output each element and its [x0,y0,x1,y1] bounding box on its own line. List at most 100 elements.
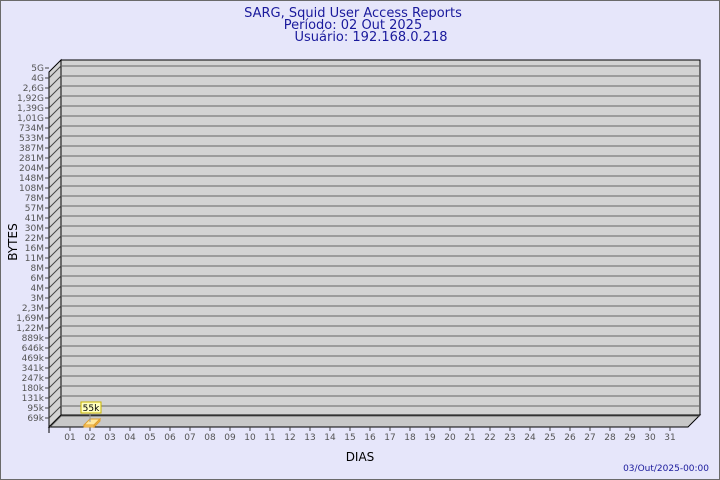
x-axis-label: DIAS [346,450,375,464]
y-tick-label: 734M [19,124,44,134]
y-tick-label: 387M [19,144,44,154]
y-tick-label: 341k [22,364,45,374]
x-tick-label: 09 [224,433,236,443]
grid-line-side [48,415,62,429]
grid-line-side [48,235,62,249]
grid-line-side [48,405,62,419]
grid-line-side [48,125,62,139]
grid-line-side [48,365,62,379]
x-tick-label: 11 [264,433,275,443]
y-tick-label: 16M [25,244,44,254]
y-tick-label: 281M [19,154,44,164]
x-tick-label: 19 [424,433,436,443]
x-tick-label: 28 [604,433,616,443]
x-tick-label: 27 [584,433,595,443]
y-tick-label: 148M [19,174,44,184]
y-tick-label: 180k [22,384,45,394]
y-tick-label: 6M [31,274,45,284]
y-tick-label: 533M [19,134,44,144]
y-tick-label: 889k [22,334,45,344]
x-tick-label: 03 [104,433,115,443]
y-tick-label: 469k [22,354,45,364]
grid-line-side [48,85,62,99]
grid-line-side [48,215,62,229]
grid-line-side [48,265,62,279]
x-tick-label: 15 [344,433,355,443]
x-tick-label: 08 [204,433,216,443]
back-wall [60,59,701,416]
y-tick-label: 131k [22,394,45,404]
y-tick-label: 78M [25,194,44,204]
y-tick-label: 1,69M [16,314,44,324]
generated-timestamp: 03/Out/2025-00:00 [623,464,709,474]
grid-line-side [48,255,62,269]
x-tick-label: 01 [64,433,75,443]
y-tick-label: 57M [25,204,44,214]
y-tick-label: 5G [31,64,44,74]
grid-line-side [48,285,62,299]
y-axis-label: BYTES [6,223,20,260]
y-tick-label: 4M [31,284,45,294]
bar-side [93,417,101,429]
y-tick-label: 41M [25,214,44,224]
y-tick-label: 108M [19,184,44,194]
y-tick-label: 4G [31,74,44,84]
grid-line-side [48,325,62,339]
grid-line-side [48,385,62,399]
x-tick-label: 12 [284,433,295,443]
grid-line-side [48,175,62,189]
y-tick-label: 95k [27,404,44,414]
grid-line-side [48,105,62,119]
chart-title: SARG, Squid User Access Reports [244,6,462,21]
y-tick-label: 204M [19,164,44,174]
y-tick-label: 247k [22,374,45,384]
grid-line-side [48,115,62,129]
x-tick-label: 14 [324,433,336,443]
grid-line-side [48,275,62,289]
plot-area: 5G4G2,6G1,92G1,39G1,01G734M533M387M281M2… [16,58,702,443]
grid-line-side [48,355,62,369]
x-tick-label: 18 [404,433,416,443]
grid-line-side [48,375,62,389]
grid-line-side [48,95,62,109]
y-tick-label: 1,01G [17,114,44,124]
y-tick-label: 646k [22,344,45,354]
y-tick-label: 1,92G [17,94,44,104]
x-tick-label: 07 [184,433,195,443]
grid-line-side [48,65,62,79]
x-tick-label: 21 [464,433,475,443]
x-tick-label: 25 [544,433,555,443]
x-tick-label: 10 [244,433,256,443]
data-label-box [80,401,102,414]
x-tick-label: 04 [124,433,136,443]
data-label: 55k [83,404,100,414]
grid-line-side [48,135,62,149]
x-tick-label: 20 [444,433,456,443]
y-tick-label: 30M [25,224,44,234]
y-tick-label: 8M [31,264,45,274]
y-tick-label: 22M [25,234,44,244]
grid-line-side [48,335,62,349]
x-tick-label: 17 [384,433,395,443]
floor [47,414,702,428]
y-tick-label: 2,3M [22,304,44,314]
chart-subtitle-user: Usuário: 192.168.0.218 [294,30,447,45]
grid-line-side [48,165,62,179]
grid-line-side [48,245,62,259]
x-tick-label: 22 [484,433,495,443]
x-tick-label: 05 [144,433,155,443]
x-tick-label: 02 [84,433,95,443]
grid-line-side [48,155,62,169]
grid-line-side [48,345,62,359]
x-tick-label: 24 [524,433,536,443]
x-tick-label: 30 [644,433,656,443]
x-tick-label: 06 [164,433,176,443]
grid-line-side [48,205,62,219]
y-tick-label: 2,6G [23,84,44,94]
grid-line-side [48,295,62,309]
x-tick-label: 31 [664,433,675,443]
y-tick-label: 69k [27,414,44,424]
x-tick-label: 13 [304,433,315,443]
